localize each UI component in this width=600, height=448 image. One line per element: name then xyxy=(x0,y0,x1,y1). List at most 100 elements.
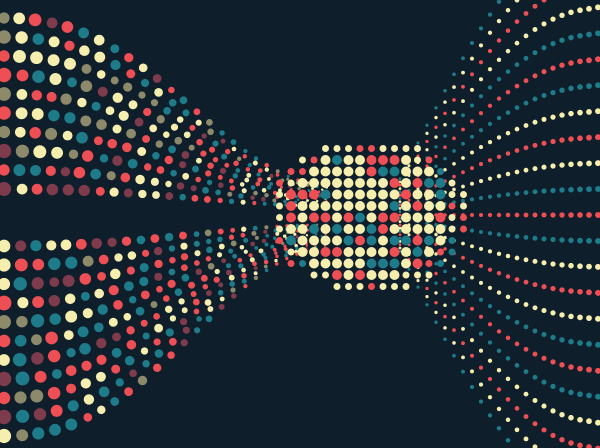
dot xyxy=(79,343,91,355)
dot xyxy=(532,166,538,172)
dot xyxy=(532,328,538,334)
dot xyxy=(32,70,45,84)
dot xyxy=(379,283,387,290)
dot xyxy=(505,7,511,13)
dot xyxy=(595,341,600,348)
dot xyxy=(487,249,493,254)
dot xyxy=(225,269,232,276)
dot xyxy=(470,338,474,343)
dot xyxy=(470,72,474,77)
dot xyxy=(12,352,27,367)
dot xyxy=(258,248,264,254)
dot xyxy=(188,281,196,289)
dot xyxy=(586,160,592,167)
dot xyxy=(276,237,283,244)
dot xyxy=(355,201,365,211)
dot xyxy=(244,177,250,183)
dot xyxy=(153,338,161,346)
dot xyxy=(180,339,188,347)
dot xyxy=(224,148,231,155)
dot xyxy=(586,289,592,296)
dot xyxy=(550,16,556,22)
dot xyxy=(286,177,290,181)
dot xyxy=(13,164,26,177)
dot xyxy=(550,310,556,316)
dot xyxy=(241,272,247,279)
dot xyxy=(487,176,493,181)
dot xyxy=(437,248,444,256)
dot xyxy=(252,261,257,267)
dot xyxy=(320,247,331,257)
dot xyxy=(550,334,556,341)
dot xyxy=(47,386,61,400)
dot xyxy=(97,272,106,281)
dot xyxy=(514,62,520,67)
dot xyxy=(541,0,547,3)
dot xyxy=(487,322,493,327)
dot xyxy=(140,290,150,300)
dot xyxy=(461,255,465,260)
dot xyxy=(107,237,117,247)
dot xyxy=(127,251,137,260)
dot xyxy=(252,200,257,206)
dot xyxy=(31,183,43,195)
dot xyxy=(48,109,60,122)
dot xyxy=(443,269,447,274)
dot xyxy=(343,247,354,257)
dot xyxy=(0,50,10,62)
dot xyxy=(532,351,538,357)
dot xyxy=(470,181,474,186)
dot xyxy=(496,368,502,373)
dot xyxy=(487,285,493,291)
dot xyxy=(163,106,171,115)
dot xyxy=(461,298,465,303)
dot xyxy=(207,306,214,312)
dot xyxy=(46,91,57,102)
dot xyxy=(332,224,342,234)
dot xyxy=(470,291,474,296)
dot xyxy=(254,235,259,240)
dot xyxy=(153,246,163,256)
dot xyxy=(343,235,354,246)
dot xyxy=(532,3,538,9)
dot xyxy=(252,225,258,231)
dot xyxy=(398,236,402,240)
dot xyxy=(434,223,438,227)
dot xyxy=(595,30,600,37)
dot xyxy=(448,191,456,198)
dot xyxy=(559,12,565,18)
dot xyxy=(523,123,529,128)
dot xyxy=(219,167,227,175)
dot xyxy=(448,248,456,256)
dot xyxy=(452,328,456,332)
dot xyxy=(272,236,277,240)
dot xyxy=(264,162,270,168)
dot xyxy=(83,412,93,422)
dot xyxy=(243,283,248,289)
dot xyxy=(461,327,465,331)
dot xyxy=(505,151,511,156)
dot xyxy=(98,254,109,265)
dot xyxy=(261,238,267,244)
dot xyxy=(434,252,438,256)
dot xyxy=(287,260,295,267)
dot xyxy=(448,202,456,210)
dot xyxy=(505,89,511,95)
dot xyxy=(523,55,529,61)
dot xyxy=(443,280,447,285)
dot xyxy=(195,157,202,164)
dot xyxy=(586,237,592,244)
dot xyxy=(595,419,600,426)
dot xyxy=(448,225,456,233)
dot xyxy=(162,295,170,302)
dot xyxy=(207,162,214,169)
dot xyxy=(425,123,429,127)
dot xyxy=(0,181,12,197)
dot xyxy=(568,313,574,320)
dot xyxy=(343,212,354,223)
dot xyxy=(577,84,583,90)
dot xyxy=(240,199,246,205)
dot xyxy=(470,244,474,249)
dot xyxy=(434,106,438,110)
dot xyxy=(263,259,269,265)
